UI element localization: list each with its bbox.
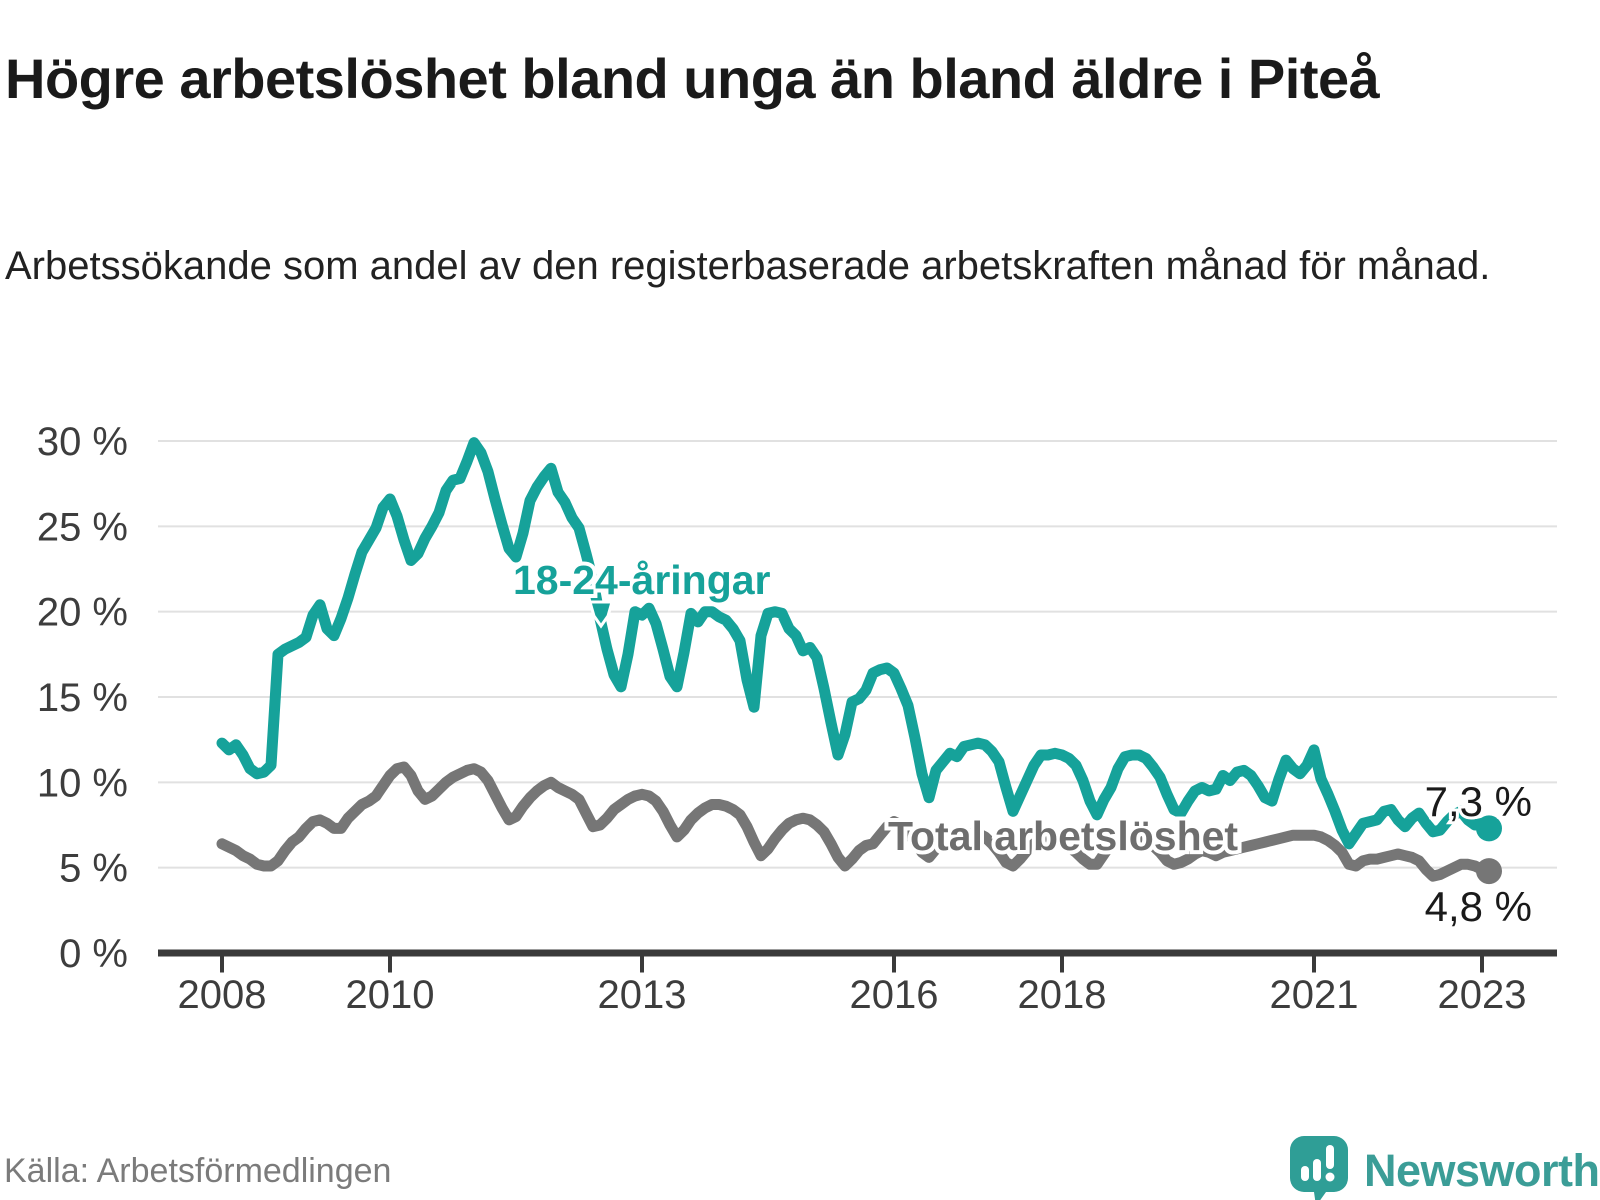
youth-end-value-label: 7,3 % xyxy=(1425,778,1532,825)
y-axis-label-10: 10 % xyxy=(37,761,128,805)
total-series-line xyxy=(216,761,1495,882)
y-axis-label-20: 20 % xyxy=(37,591,128,635)
youth-series-line xyxy=(216,437,1495,850)
x-axis-label-2021: 2021 xyxy=(1270,973,1359,1017)
y-axis-label-0: 0 % xyxy=(59,932,128,976)
x-axis-label-2016: 2016 xyxy=(850,973,939,1017)
y-axis-label-5: 5 % xyxy=(59,847,128,891)
x-axis-label-2008: 2008 xyxy=(178,973,267,1017)
youth-label-arrow-icon xyxy=(588,600,614,629)
total-series-label: Total arbetslöshet xyxy=(888,813,1238,859)
youth-end-dot xyxy=(1476,815,1502,842)
total-end-value-label: 4,8 % xyxy=(1425,883,1532,930)
y-axis-label-25: 25 % xyxy=(37,505,128,549)
brand-name: Newsworthy xyxy=(1364,1145,1600,1196)
x-axis-label-2010: 2010 xyxy=(346,973,435,1017)
chart-subtitle: Arbetssökande som andel av den registerb… xyxy=(5,244,1491,288)
y-axis-label-30: 30 % xyxy=(37,420,128,464)
y-axis-label-15: 15 % xyxy=(37,676,128,720)
x-axis-label-2013: 2013 xyxy=(598,973,687,1017)
total-end-dot xyxy=(1476,858,1502,885)
source-note: Källa: Arbetsförmedlingen xyxy=(4,1152,392,1190)
brand-logo: Newsworthy xyxy=(1290,1136,1600,1200)
x-axis-label-2023: 2023 xyxy=(1438,973,1527,1017)
page-title: Högre arbetslöshet bland unga än bland ä… xyxy=(5,46,1380,110)
x-axis-label-2018: 2018 xyxy=(1018,973,1107,1017)
youth-series-label: 18-24-åringar xyxy=(513,557,771,603)
newsworthy-icon xyxy=(1290,1136,1348,1200)
